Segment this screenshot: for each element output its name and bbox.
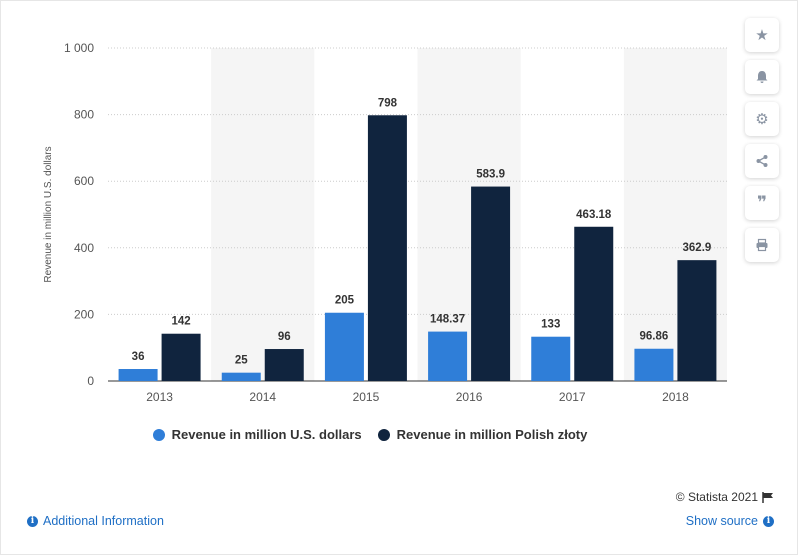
bar-pln [367,115,407,382]
bar-pln [264,349,304,381]
bell-icon[interactable] [745,60,779,94]
bar-usd [428,331,468,381]
data-label: 148.37 [430,314,465,326]
print-icon[interactable] [745,228,779,262]
data-label: 25 [235,355,248,367]
data-label: 362.9 [683,242,712,254]
show-source-link[interactable]: Show source i [686,514,774,528]
toolbar-sidebar: ★ ⚙ ❞ [745,18,781,270]
share-icon[interactable] [745,144,779,178]
data-label: 133 [541,319,560,331]
x-tick-label: 2014 [249,390,276,404]
legend-label-pln: Revenue in million Polish złoty [396,427,588,442]
x-tick-label: 2016 [456,390,483,404]
data-label: 798 [378,97,398,109]
data-label: 583.9 [476,169,505,181]
bar-pln [574,226,614,381]
legend-item-pln[interactable]: Revenue in million Polish złoty [377,427,588,442]
y-tick-label: 600 [74,174,94,188]
bar-usd [531,336,571,381]
additional-information-link[interactable]: i Additional Information [27,514,164,528]
data-label: 205 [335,295,355,307]
data-label: 96 [278,331,291,343]
star-icon[interactable]: ★ [745,18,779,52]
y-tick-label: 1 000 [64,41,94,55]
flag-icon [762,491,774,503]
y-tick-label: 0 [87,374,94,388]
y-tick-label: 200 [74,307,94,321]
info-icon: i [27,515,38,527]
y-tick-label: 400 [74,241,94,255]
credit-text: © Statista 2021 [675,490,758,504]
legend-item-usd[interactable]: Revenue in million U.S. dollars [152,427,362,442]
bar-usd [634,348,674,381]
legend-marker-pln [377,428,390,441]
x-tick-label: 2015 [353,390,380,404]
gear-icon[interactable]: ⚙ [745,102,779,136]
data-label: 463.18 [576,209,612,221]
y-axis-title: Revenue in million U.S. dollars [43,146,54,282]
bar-pln [677,260,717,381]
bar-pln [161,333,201,381]
y-tick-label: 800 [74,108,94,122]
bar-usd [221,372,261,381]
legend-marker-usd [152,428,165,441]
x-tick-label: 2017 [559,390,586,404]
show-source-label: Show source [685,514,758,528]
info-icon: i [763,515,774,527]
quote-icon[interactable]: ❞ [745,186,779,220]
statista-credit[interactable]: © Statista 2021 [676,490,774,504]
band-background [211,48,315,381]
additional-information-label: Additional Information [43,514,164,528]
bar-usd [324,312,364,381]
x-tick-label: 2013 [146,390,173,404]
data-label: 96.86 [640,331,669,343]
x-tick-label: 2018 [662,390,689,404]
bar-usd [118,369,158,381]
bar-pln [471,186,511,381]
legend-label-usd: Revenue in million U.S. dollars [171,427,362,442]
chart-legend: Revenue in million U.S. dollars Revenue … [0,427,740,442]
data-label: 36 [132,351,145,363]
data-label: 142 [171,316,190,328]
